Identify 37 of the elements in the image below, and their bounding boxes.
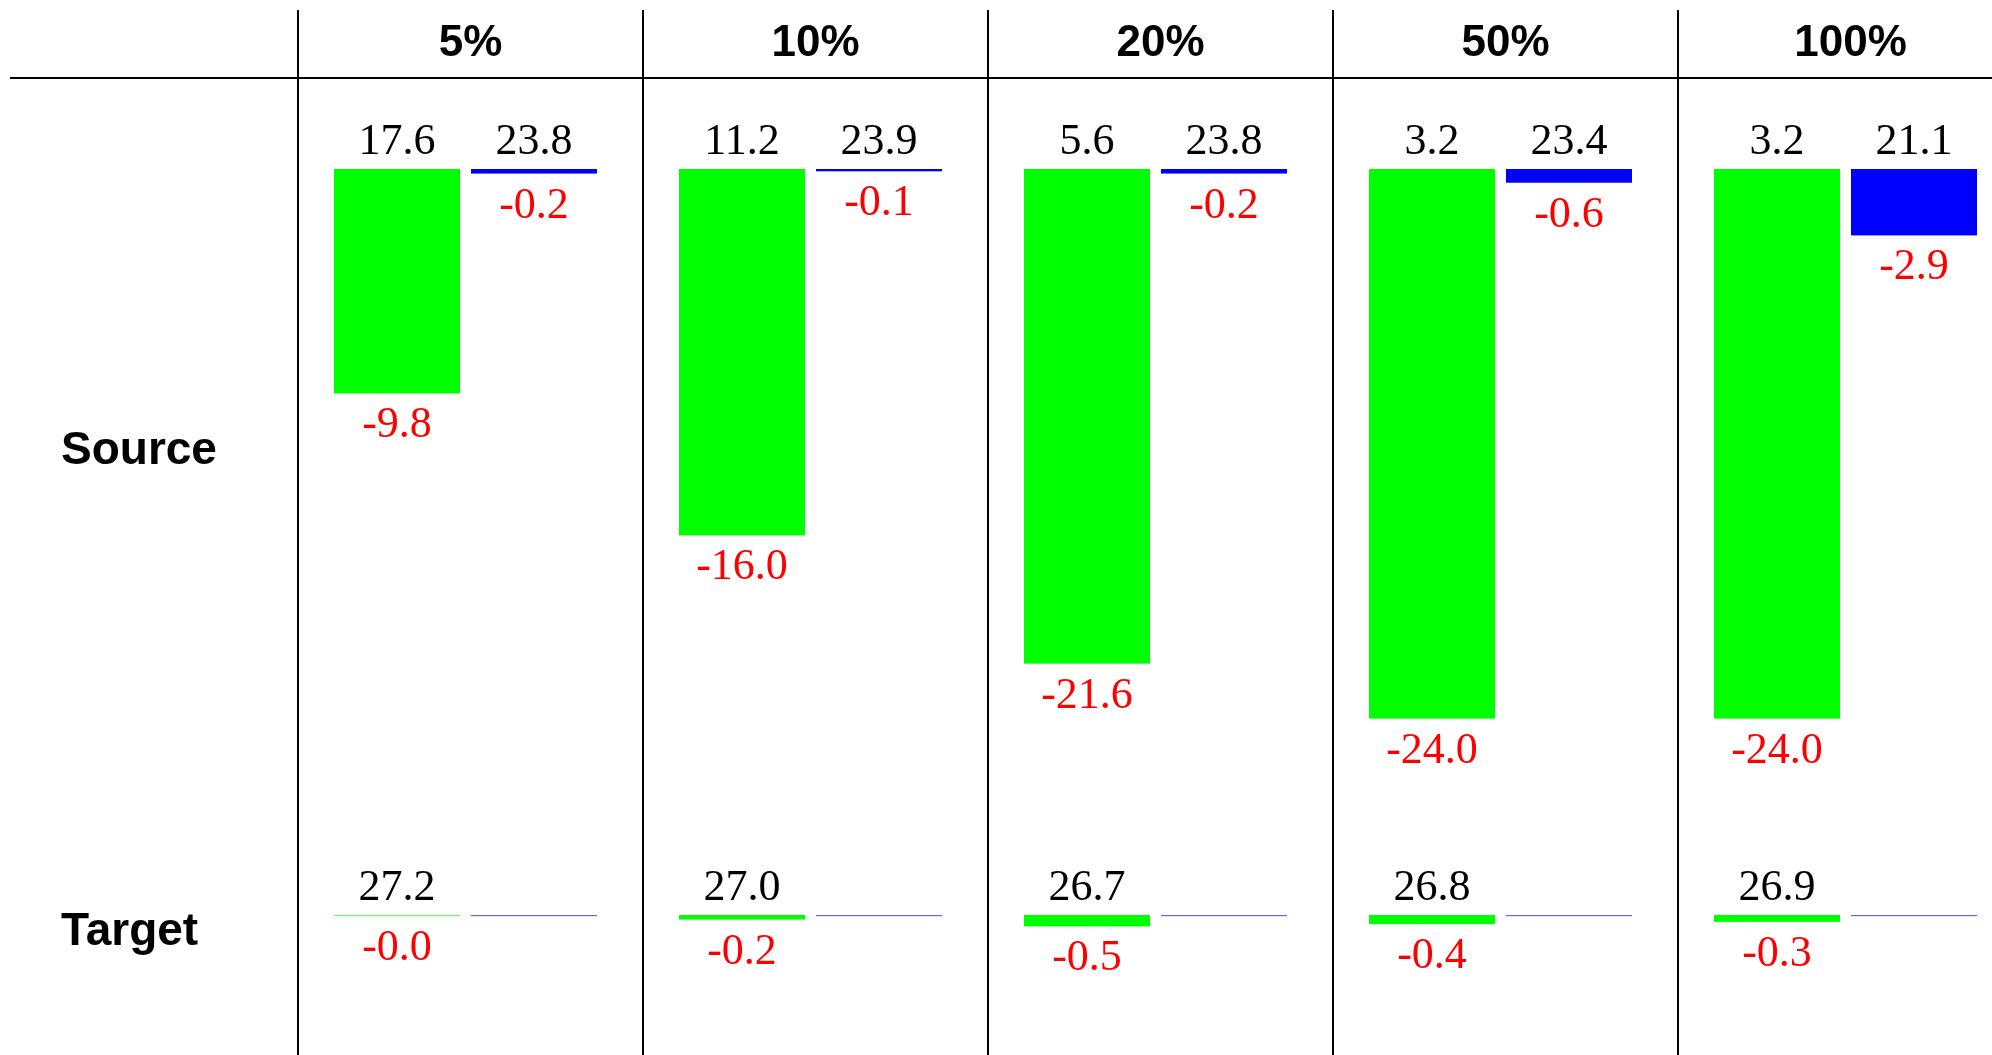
annotation: 23.8 bbox=[1185, 115, 1263, 164]
data-label: -0.0 bbox=[362, 921, 432, 971]
data-label: -0.2 bbox=[499, 178, 569, 228]
x-tick-label: 20% bbox=[1116, 16, 1205, 65]
annotation: 5.6 bbox=[1059, 115, 1115, 164]
x-tick-label: 50% bbox=[1461, 16, 1550, 65]
chart-title: Target bbox=[61, 903, 199, 955]
data-label: -9.8 bbox=[362, 398, 432, 448]
data-label: -0.2 bbox=[1189, 178, 1259, 228]
data-label: -2.9 bbox=[1879, 240, 1949, 290]
annotation: 21.1 bbox=[1875, 115, 1953, 164]
annotation: 26.8 bbox=[1393, 861, 1471, 910]
data-label: -0.6 bbox=[1534, 187, 1604, 237]
annotation: 23.8 bbox=[495, 115, 573, 164]
annotation: 26.7 bbox=[1048, 861, 1126, 910]
x-tick-label: 100% bbox=[1794, 16, 1907, 65]
annotation: 27.2 bbox=[358, 861, 436, 910]
data-label: -0.3 bbox=[1742, 926, 1812, 976]
data-label: -24.0 bbox=[1731, 723, 1823, 773]
annotation: 23.4 bbox=[1530, 115, 1608, 164]
data-label: -0.2 bbox=[707, 924, 777, 974]
annotation: 23.9 bbox=[840, 115, 918, 164]
data-label: -0.5 bbox=[1052, 931, 1122, 981]
annotation: 17.6 bbox=[358, 115, 436, 164]
text: Source bbox=[61, 422, 217, 474]
data-label: -21.6 bbox=[1041, 668, 1133, 718]
annotation: 3.2 bbox=[1404, 115, 1460, 164]
data-label: -24.0 bbox=[1386, 723, 1478, 773]
x-tick-label: 5% bbox=[438, 16, 503, 65]
annotation: 27.0 bbox=[703, 861, 781, 910]
data-label: -0.4 bbox=[1397, 929, 1467, 979]
data-label: -0.1 bbox=[844, 176, 914, 226]
annotation: 11.2 bbox=[704, 115, 780, 164]
annotation: 26.9 bbox=[1738, 861, 1816, 910]
data-label: -16.0 bbox=[696, 540, 788, 590]
x-tick-label: 10% bbox=[771, 16, 860, 65]
annotation: 3.2 bbox=[1749, 115, 1805, 164]
